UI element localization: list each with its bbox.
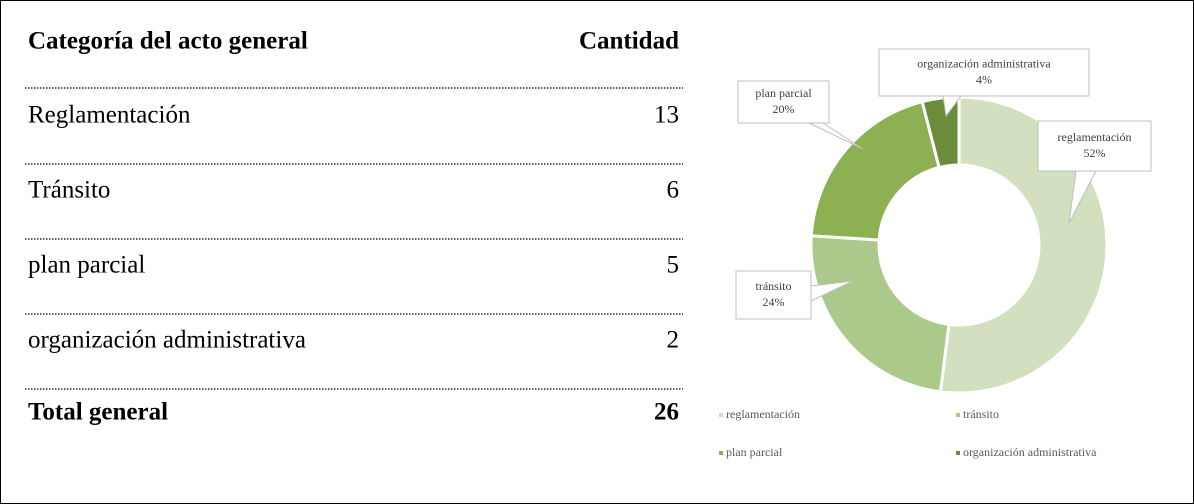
donut-chart: reglamentación 52% tránsito 24% plan parcial… (719, 48, 1152, 459)
donut-segment (809, 99, 941, 242)
row-label: Reglamentación (28, 102, 191, 129)
callout-category: organización administrativa (917, 56, 1051, 70)
row-value: 2 (667, 327, 680, 354)
legend-label: organización administrativa (963, 445, 1097, 459)
callout-category: reglamentación (1058, 130, 1132, 144)
row-label: organización administrativa (28, 327, 306, 354)
total-value: 26 (654, 399, 679, 426)
callout-value: 52% (1084, 146, 1106, 160)
row-label: plan parcial (28, 252, 145, 279)
legend-swatch (956, 451, 960, 455)
legend-label: plan parcial (726, 445, 783, 459)
callout-box (878, 48, 1090, 97)
row-value: 6 (667, 177, 680, 204)
legend-swatch (956, 413, 960, 417)
callout-value: 24% (763, 295, 785, 309)
legend-label: reglamentación (726, 407, 800, 421)
donut-segment (809, 234, 951, 394)
table: Categoría del acto general Cantidad Reglam… (25, 28, 683, 426)
legend-swatch (719, 451, 723, 455)
header-cell: Cantidad (579, 28, 679, 55)
legend-label: tránsito (963, 407, 999, 421)
callout-box (735, 270, 812, 320)
callout-value: 20% (773, 102, 795, 116)
row-value: 13 (654, 102, 679, 129)
legend-swatch (719, 413, 723, 417)
callout-box (737, 80, 830, 124)
callout-box (1037, 120, 1152, 172)
total-label: Total general (28, 399, 168, 426)
callout-pointer (808, 122, 864, 150)
callout-category: plan parcial (755, 86, 812, 100)
row-value: 5 (667, 252, 680, 279)
row-label: Tránsito (28, 177, 110, 204)
callout-value: 4% (976, 72, 992, 86)
header-cell: Categoría del acto general (28, 28, 308, 55)
callout-category: tránsito (756, 279, 792, 293)
donut-segment (920, 95, 961, 170)
